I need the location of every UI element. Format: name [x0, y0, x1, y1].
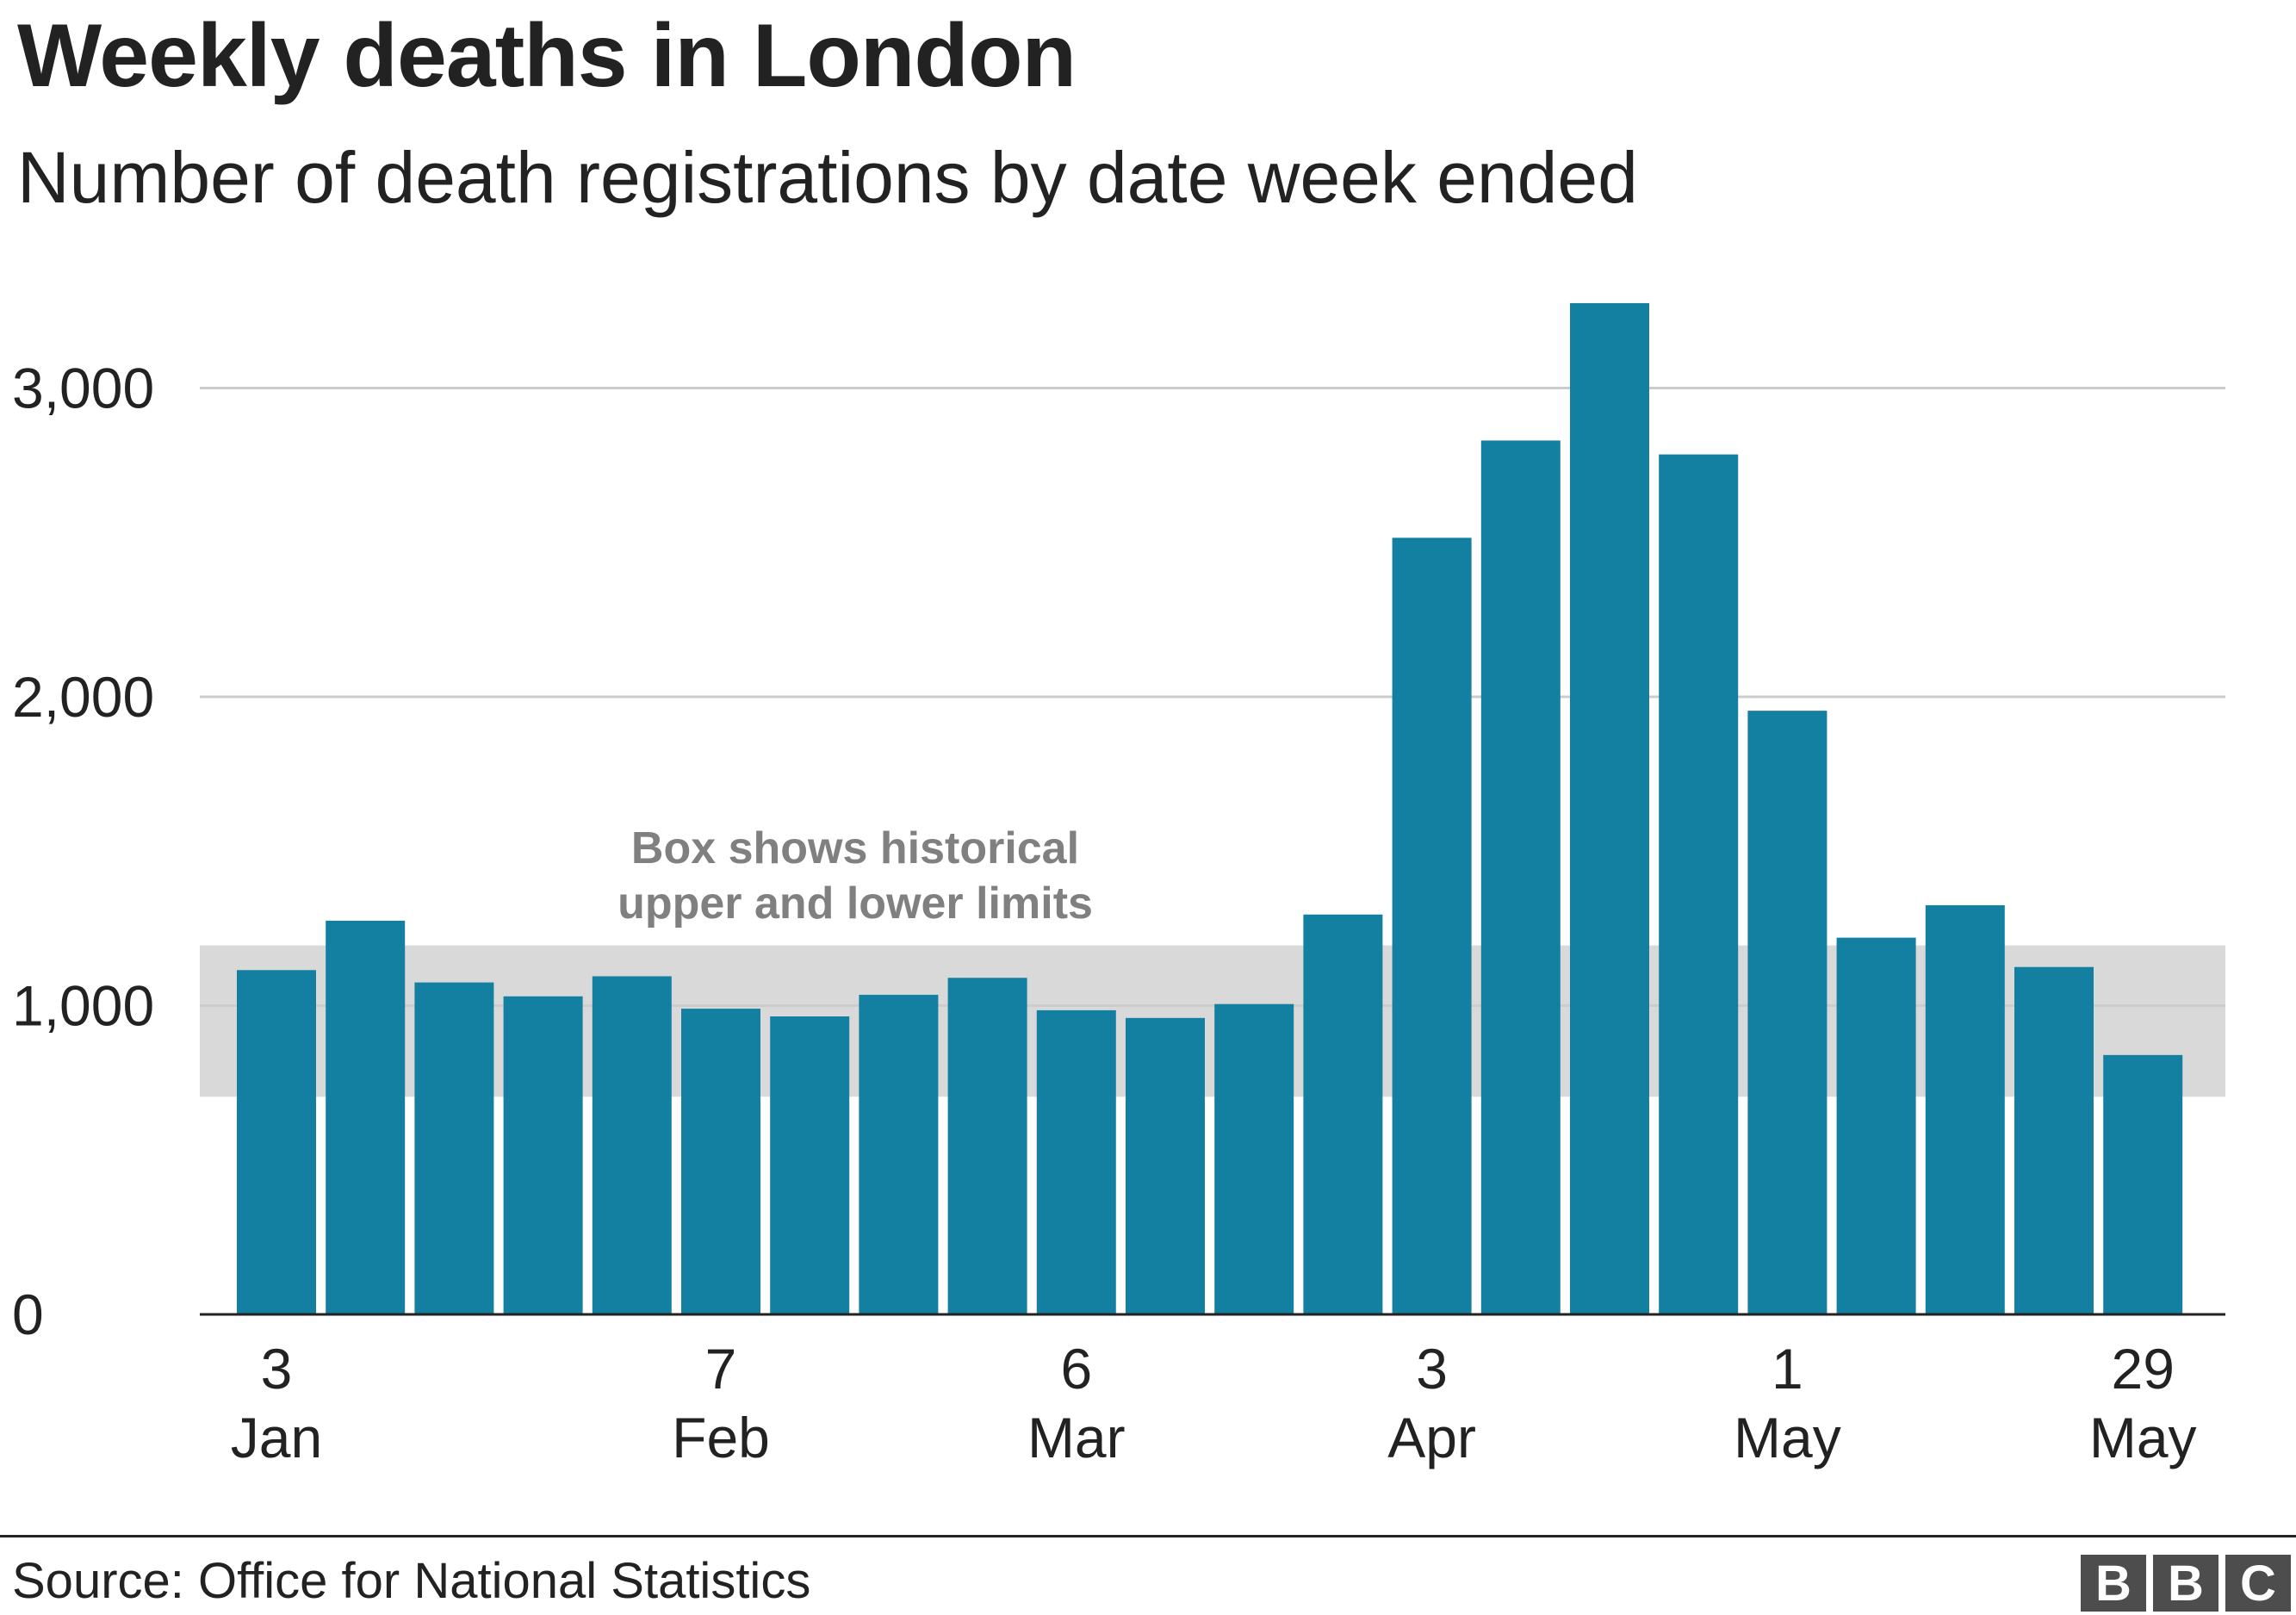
bar: 3 Jan: 1115	[237, 970, 316, 1314]
bar: 6 Mar: 985	[1036, 1009, 1116, 1314]
y-tick-label: 1,000	[12, 974, 154, 1038]
annotation: Box shows historical upper and lower limi…	[617, 823, 1093, 929]
bar: 17 Apr: 3275	[1570, 302, 1649, 1315]
bar: 24 Jan: 1030	[503, 996, 583, 1314]
x-tick-label-day: 3	[261, 1337, 293, 1401]
x-tick-label-day: 29	[2111, 1337, 2174, 1401]
bar-chart: 3 Jan: 111510 Jan: 127517 Jan: 107524 Ja…	[12, 302, 2225, 1470]
source-note: Source: Office for National Statistics	[12, 1553, 811, 1609]
bar: 13 Mar: 960	[1126, 1017, 1205, 1314]
bar: 28 Feb: 1090	[947, 978, 1027, 1314]
bbc-logo-letter: C	[2225, 1555, 2291, 1612]
band-annotation-line: upper and lower limits	[617, 879, 1093, 929]
x-tick-label-day: 1	[1772, 1337, 1803, 1401]
bar: 14 Feb: 965	[770, 1016, 850, 1314]
x-tick-label-month: Feb	[672, 1406, 770, 1469]
x-tick-label-month: Jan	[231, 1406, 322, 1469]
bar: 20 Mar: 1005	[1214, 1003, 1294, 1314]
bar: 8 May: 1220	[1836, 937, 1916, 1314]
bar: 22 May: 1125	[2014, 966, 2094, 1314]
bbc-logo-letter: B	[2081, 1555, 2146, 1612]
bbc-logo-letter: B	[2153, 1555, 2218, 1612]
tick-labels: 01,0002,0003,0003Jan7Feb6Mar3Apr1May29Ma…	[12, 357, 2197, 1470]
bar: 7 Feb: 990	[681, 1009, 760, 1314]
bar: 27 Mar: 1295	[1303, 914, 1383, 1314]
x-tick-label-day: 3	[1416, 1337, 1448, 1401]
chart-title: Weekly deaths in London	[17, 6, 1077, 106]
bar: 31 Jan: 1095	[592, 976, 672, 1314]
y-tick-label: 2,000	[12, 665, 154, 729]
y-tick-label: 3,000	[12, 357, 154, 420]
bar: 10 Apr: 2830	[1480, 440, 1561, 1314]
band-annotation-line: Box shows historical	[631, 823, 1079, 873]
x-tick-label-day: 7	[705, 1337, 737, 1401]
y-tick-label: 0	[12, 1283, 44, 1346]
bar: 3 Apr: 2515	[1392, 537, 1472, 1314]
footer-divider	[0, 1535, 2296, 1537]
bar: 1 May: 1955	[1747, 711, 1827, 1314]
chart-subtitle: Number of death registrations by date we…	[17, 137, 1638, 218]
bbc-logo: B B C	[2081, 1555, 2291, 1612]
bar: 15 May: 1325	[1925, 904, 2005, 1314]
x-tick-label-day: 6	[1060, 1337, 1092, 1401]
x-tick-label-month: Mar	[1027, 1406, 1126, 1469]
x-tick-label-month: May	[1734, 1406, 1841, 1469]
bar: 24 Apr: 2785	[1659, 454, 1739, 1314]
bars: 3 Jan: 111510 Jan: 127517 Jan: 107524 Ja…	[237, 302, 2183, 1315]
bar: 29 May: 840	[2103, 1054, 2183, 1314]
gridlines	[200, 387, 2225, 1007]
bar: 10 Jan: 1275	[326, 920, 406, 1314]
x-tick-label-month: May	[2089, 1406, 2197, 1469]
x-tick-label-month: Apr	[1387, 1406, 1476, 1469]
bar: 17 Jan: 1075	[414, 982, 494, 1314]
bar: 21 Feb: 1035	[859, 994, 939, 1314]
